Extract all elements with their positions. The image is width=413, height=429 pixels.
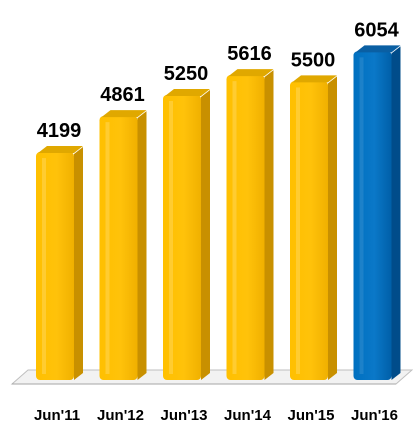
bar-gloss bbox=[359, 57, 364, 375]
bar-gloss bbox=[42, 158, 46, 374]
bar-side bbox=[264, 70, 274, 380]
bar-front bbox=[36, 152, 74, 380]
bar-3 bbox=[163, 89, 210, 380]
data-label-6: 6054 bbox=[354, 19, 399, 41]
bar-front bbox=[226, 75, 265, 380]
data-labels-group: 4199 4861 5250 5616 5500 6054 bbox=[37, 19, 400, 142]
x-tick-label-4: Jun'14 bbox=[224, 407, 272, 424]
bar-4 bbox=[226, 69, 274, 380]
bar-side bbox=[328, 76, 337, 380]
bar-side bbox=[391, 46, 401, 381]
x-tick-label-6: Jun'16 bbox=[351, 407, 398, 424]
x-axis-tick-labels: Jun'11 Jun'12 Jun'13 Jun'14 Jun'15 Jun'16 bbox=[34, 407, 398, 424]
bar-front bbox=[353, 51, 392, 381]
bar-top bbox=[228, 69, 274, 77]
x-tick-label-1: Jun'11 bbox=[34, 407, 80, 424]
data-label-1: 4199 bbox=[37, 120, 82, 142]
data-label-4: 5616 bbox=[227, 43, 272, 65]
bar-top bbox=[355, 45, 401, 53]
bar-top bbox=[165, 89, 210, 96]
bar-gloss bbox=[169, 101, 173, 374]
bar-2 bbox=[99, 110, 147, 381]
x-tick-label-3: Jun'13 bbox=[161, 407, 208, 424]
bar-6 bbox=[353, 45, 401, 381]
bar-gloss bbox=[105, 122, 110, 374]
bar-1 bbox=[36, 146, 83, 380]
bar-front bbox=[290, 81, 328, 380]
bar-side bbox=[137, 111, 147, 381]
x-tick-label-2: Jun'12 bbox=[97, 407, 144, 424]
bar-gloss bbox=[296, 87, 300, 374]
bar-front bbox=[99, 116, 138, 381]
data-label-2: 4861 bbox=[100, 84, 145, 106]
bar-top bbox=[292, 75, 337, 83]
bar-side bbox=[74, 147, 83, 380]
bar-front bbox=[163, 95, 201, 380]
bar-side bbox=[201, 90, 210, 380]
x-tick-label-5: Jun'15 bbox=[288, 407, 335, 424]
bar-gloss bbox=[232, 81, 237, 374]
bar-top bbox=[38, 146, 83, 154]
data-label-3: 5250 bbox=[164, 63, 209, 85]
bar-top bbox=[101, 110, 147, 118]
bar-5 bbox=[290, 75, 337, 380]
bars-group bbox=[36, 45, 401, 381]
data-label-5: 5500 bbox=[291, 49, 336, 71]
